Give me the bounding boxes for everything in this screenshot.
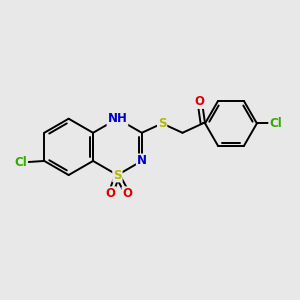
Text: Cl: Cl	[269, 117, 282, 130]
Text: S: S	[158, 117, 167, 130]
Text: Cl: Cl	[14, 156, 27, 169]
Text: S: S	[113, 169, 122, 182]
Text: N: N	[137, 154, 147, 167]
Text: O: O	[106, 187, 116, 200]
Text: NH: NH	[107, 112, 128, 125]
Text: O: O	[195, 95, 205, 108]
Text: O: O	[122, 187, 132, 200]
